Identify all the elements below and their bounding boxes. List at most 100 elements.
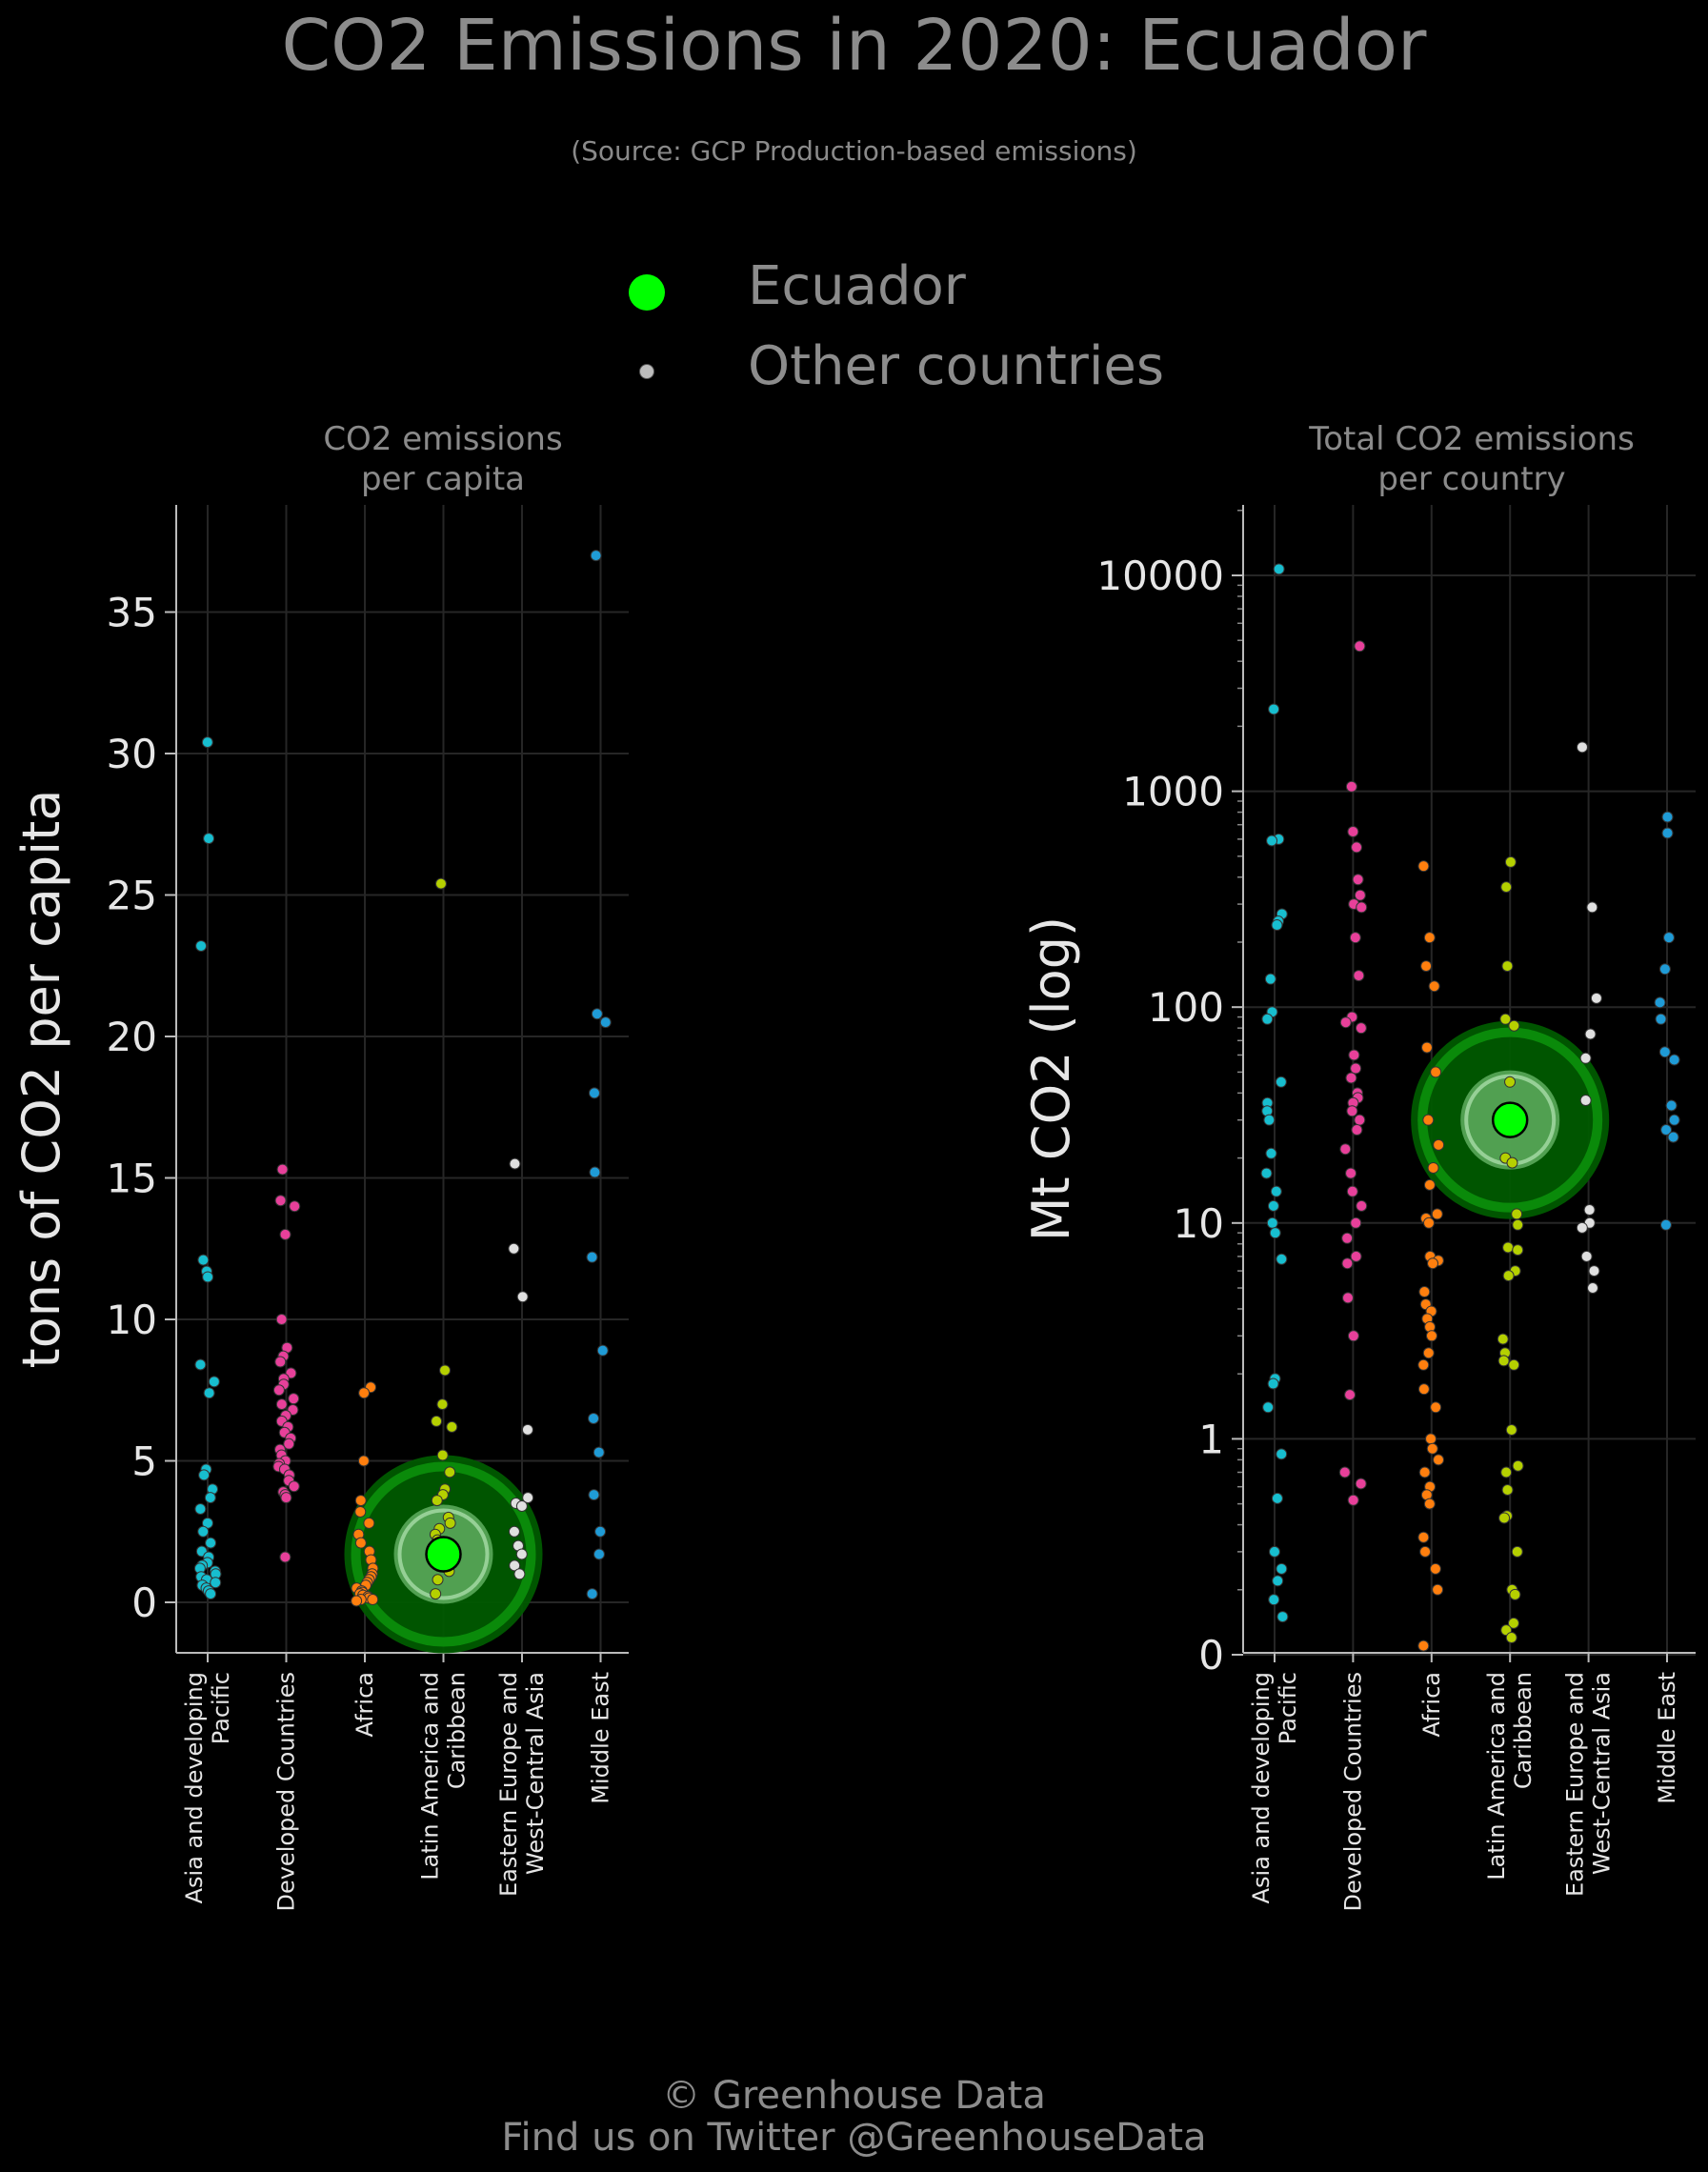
data-point (351, 1595, 363, 1607)
ytick-label: 100 (1148, 984, 1224, 1031)
data-point (1267, 1199, 1279, 1212)
data-point (1350, 1250, 1362, 1262)
data-point (1263, 1114, 1276, 1126)
data-point (1348, 1049, 1360, 1061)
data-point (515, 1548, 528, 1560)
data-point (1275, 1076, 1287, 1088)
data-point (521, 1423, 533, 1436)
data-point (1271, 1492, 1283, 1504)
data-point (1345, 1167, 1357, 1179)
footer-twitter: Find us on Twitter @GreenhouseData (501, 2116, 1207, 2160)
data-point (1661, 827, 1674, 839)
ytick-label: 25 (107, 873, 157, 919)
footer-copyright: © Greenhouse Data (662, 2074, 1046, 2118)
data-point (509, 1559, 521, 1572)
xtick-label: West-Central Asia (1589, 1672, 1616, 1875)
ytick-label: 1000 (1122, 769, 1224, 815)
data-point (1268, 703, 1280, 715)
xtick-label: Eastern Europe and (1562, 1672, 1589, 1897)
data-point (1417, 1639, 1430, 1652)
data-point (1354, 1114, 1366, 1126)
data-point (1586, 901, 1598, 914)
data-point (1507, 1617, 1519, 1629)
data-point (367, 1594, 379, 1606)
data-point (354, 1505, 367, 1518)
data-point (1426, 1442, 1438, 1455)
data-point (586, 1588, 598, 1600)
data-point (1339, 1016, 1352, 1029)
data-point (205, 1588, 217, 1600)
y-axis-label: Mt CO2 (log) (1021, 916, 1081, 1241)
ytick-label: 30 (107, 731, 157, 777)
data-point (198, 1469, 211, 1481)
data-point (593, 1446, 605, 1458)
data-point (274, 1195, 287, 1207)
data-point (1586, 1282, 1598, 1295)
data-point (194, 1502, 207, 1515)
data-point (363, 1517, 375, 1529)
data-point (1350, 1062, 1362, 1075)
data-point (1505, 1424, 1517, 1437)
data-point (1501, 1484, 1514, 1497)
data-point (1419, 1545, 1432, 1558)
data-point (1580, 1250, 1593, 1262)
data-point (1504, 1076, 1517, 1088)
data-point (1661, 811, 1674, 823)
data-point (1509, 1588, 1521, 1600)
data-point (1430, 1401, 1442, 1414)
data-point (1417, 860, 1430, 873)
data-point (436, 1398, 449, 1411)
data-point (1423, 932, 1436, 944)
data-point (1429, 1562, 1441, 1575)
data-point (280, 1492, 292, 1504)
data-point (1668, 1114, 1680, 1126)
data-point (599, 1016, 612, 1029)
data-point (1273, 563, 1285, 575)
data-point (1588, 1265, 1600, 1277)
xtick-label: Eastern Europe and (495, 1672, 522, 1897)
xtick-label: West-Central Asia (522, 1672, 549, 1875)
data-point (1417, 1383, 1430, 1396)
data-point (508, 1242, 520, 1255)
highlight-halo-ring (1417, 1027, 1603, 1213)
data-point (1427, 1161, 1439, 1174)
legend-label-highlight: Ecuador (748, 255, 966, 317)
data-point (1502, 1241, 1515, 1254)
data-point (1266, 1217, 1278, 1229)
ytick-label: 0 (131, 1579, 157, 1626)
data-point (439, 1364, 452, 1377)
data-point (1583, 1204, 1596, 1217)
data-point (1433, 1138, 1445, 1151)
data-point (1432, 1583, 1444, 1596)
data-point (1346, 1185, 1358, 1197)
data-point (1352, 874, 1364, 886)
data-point (1356, 1199, 1368, 1212)
ytick-label: 10000 (1096, 553, 1224, 599)
legend-marker-other (639, 364, 654, 379)
data-point (1268, 1594, 1280, 1606)
data-point (1508, 1019, 1520, 1032)
data-point (1576, 1221, 1588, 1234)
data-point (1418, 1286, 1431, 1298)
data-point (1269, 1227, 1281, 1239)
data-point (1265, 1147, 1277, 1159)
data-point (1341, 1232, 1354, 1244)
data-point (1658, 1046, 1671, 1058)
left-panel-title: CO2 emissions per capita (323, 420, 563, 498)
data-point (1344, 1389, 1356, 1401)
data-point (1501, 960, 1514, 973)
data-point (1346, 1105, 1358, 1117)
chart-subtitle: (Source: GCP Production-based emissions) (571, 135, 1137, 167)
data-point (204, 1492, 216, 1504)
data-point (1417, 1358, 1430, 1371)
highlight-halo-ring (351, 1461, 536, 1647)
data-point (354, 1495, 367, 1507)
data-point (1654, 996, 1666, 1009)
data-point (1430, 1066, 1442, 1078)
data-point (432, 1574, 444, 1586)
data-point (1272, 1575, 1284, 1587)
xtick-label: Caribbean (1510, 1672, 1537, 1789)
xtick-label: Latin America and (417, 1672, 444, 1880)
chart-title: CO2 Emissions in 2020: Ecuador (281, 5, 1427, 87)
data-point (436, 1449, 449, 1461)
